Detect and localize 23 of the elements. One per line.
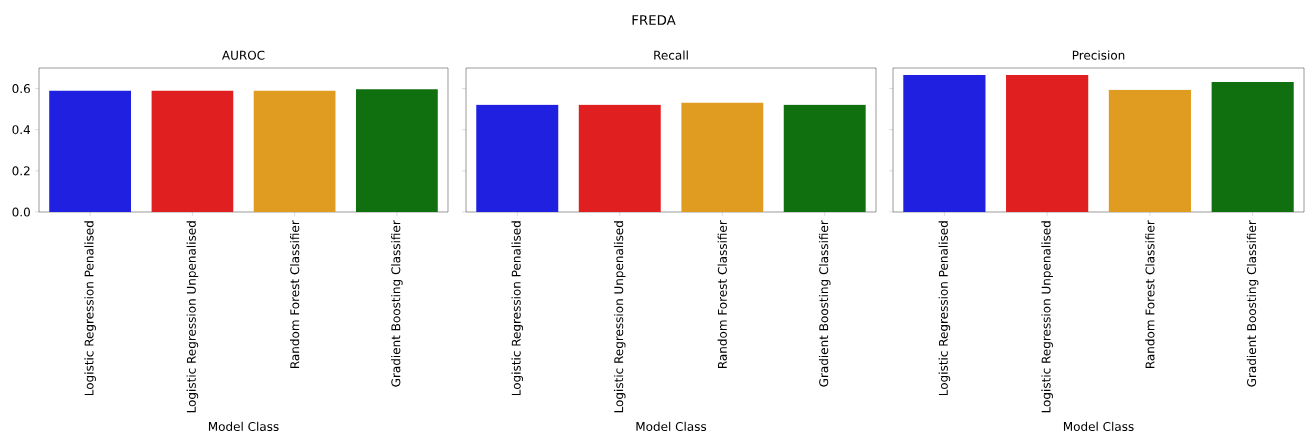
y-tick-label: 0.2: [12, 166, 30, 176]
x-tick-label: Logistic Regression Unpenalised: [186, 221, 199, 413]
x-tick-label: Logistic Regression Unpenalised: [613, 221, 626, 413]
x-tick-label: Logistic Regression Penalised: [84, 221, 96, 396]
chart-title: Precision: [1072, 50, 1125, 60]
x-tick-label: Random Forest Classifier: [289, 220, 300, 369]
x-axis-title: Model Class: [1063, 421, 1134, 432]
x-tick-label: Logistic Regression Penalised: [938, 221, 951, 396]
x-tick-label: Gradient Boosting Classifier: [391, 220, 403, 387]
x-axis-title: Model Class: [636, 421, 707, 432]
x-axis-title: Model Class: [208, 421, 279, 432]
y-tick-label: 0.6: [12, 84, 30, 94]
chart-title: AUROC: [222, 50, 265, 60]
x-tick-label: Random Forest Classifier: [1145, 220, 1155, 369]
x-tick-label: Logistic Regression Penalised: [511, 221, 524, 396]
x-tick-label: Logistic Regression Unpenalised: [1041, 221, 1053, 413]
x-tick-label: Gradient Boosting Classifier: [818, 220, 831, 387]
x-tick-label: Gradient Boosting Classifier: [1246, 220, 1259, 387]
x-tick-label: Random Forest Classifier: [717, 220, 727, 369]
chart-title: Recall: [654, 50, 688, 60]
y-tick-label: 0.0: [12, 207, 30, 217]
text: FREDA: [632, 15, 676, 25]
y-tick-label: 0.4: [12, 125, 31, 135]
